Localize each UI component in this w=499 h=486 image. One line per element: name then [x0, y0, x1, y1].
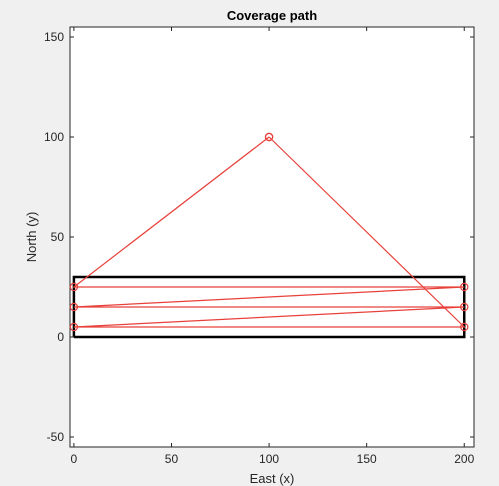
waypoint-marker: [460, 282, 469, 292]
field-boundary: [72, 275, 466, 339]
waypoint-marker: [264, 132, 274, 142]
waypoint-marker: [69, 282, 79, 292]
y-tick-label: -50: [47, 430, 65, 444]
y-axis-label: North (y): [24, 212, 39, 263]
waypoint-marker: [69, 302, 79, 312]
x-tick-label: 100: [259, 452, 279, 466]
axes-background: [69, 26, 475, 448]
y-tick-label: 0: [57, 330, 64, 344]
chart-title: Coverage path: [227, 8, 317, 23]
x-tick-label: 200: [454, 452, 474, 466]
coverage-path-line: [72, 136, 466, 328]
waypoint-marker: [69, 322, 79, 332]
x-tick-label: 50: [165, 452, 179, 466]
tick-marks: 0 50 100 150 200 -50 0 50 100 150: [44, 27, 475, 466]
x-tick-label: 150: [357, 452, 377, 466]
x-axis-label: East (x): [250, 471, 295, 486]
waypoint-marker: [460, 322, 469, 332]
y-tick-label: 50: [51, 230, 65, 244]
x-tick-label: 0: [71, 452, 78, 466]
waypoint-marker: [460, 302, 469, 312]
plot-area: [69, 132, 469, 339]
y-tick-label: 100: [44, 130, 64, 144]
y-tick-label: 150: [44, 30, 64, 44]
